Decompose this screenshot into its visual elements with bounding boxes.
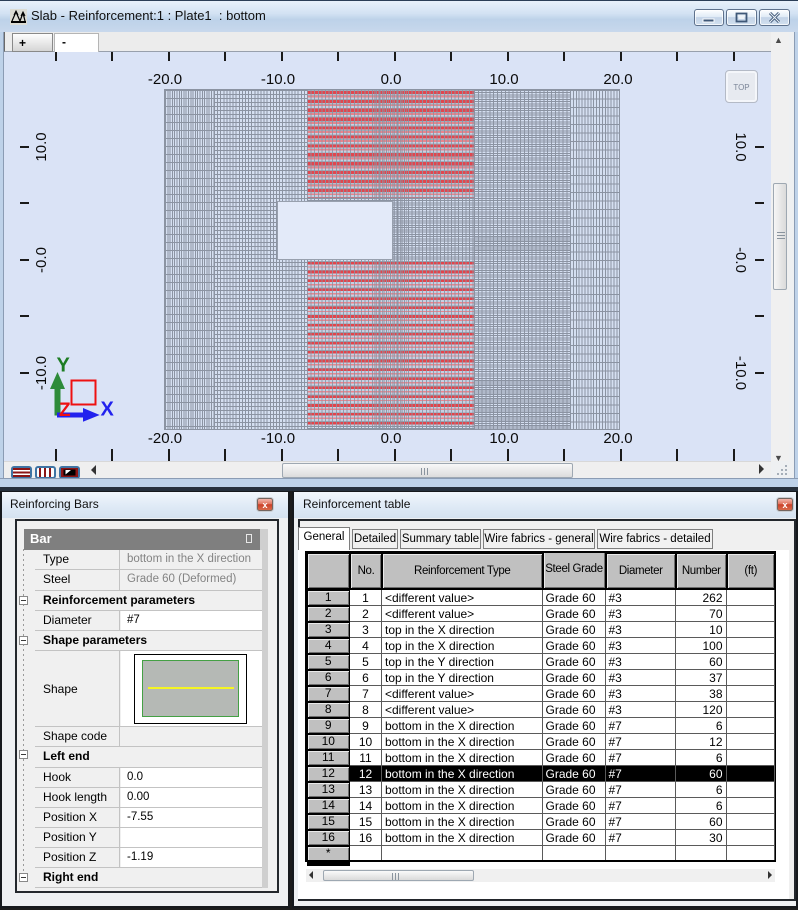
svg-text:Y: Y <box>57 355 71 377</box>
svg-text:X: X <box>101 399 115 421</box>
svg-text:Z: Z <box>59 400 71 421</box>
